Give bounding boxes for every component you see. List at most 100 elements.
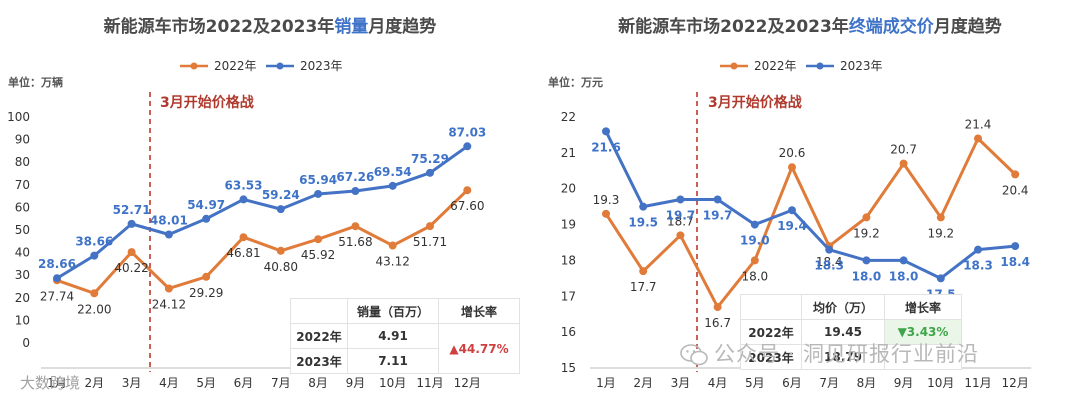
data-point xyxy=(1011,242,1020,251)
sales-line-chart: 单位：万辆 0 10 20 30 40 50 60 70 80 90 100 1月 2月 3月 4月 5月 6月 7… xyxy=(7,59,486,390)
price-chart-panel: 新能源车市场2022及2023年终端成交价月度趋势 单位：万元 15 16 17 18 1… xyxy=(540,0,1080,406)
data-label: 18.3 xyxy=(814,259,844,273)
legend-label: 2022年 xyxy=(754,59,797,73)
x-tick-label: 11月 xyxy=(416,376,443,390)
y-tick-label: 10 xyxy=(15,313,30,327)
data-point xyxy=(788,206,796,215)
data-label: 19.3 xyxy=(593,193,620,207)
legend-swatch-marker xyxy=(816,62,824,70)
corner-watermark: 大数跨境 xyxy=(20,374,81,392)
x-tick-label: 3月 xyxy=(671,376,691,390)
data-point xyxy=(1011,170,1020,179)
wechat-icon xyxy=(680,344,708,366)
data-point xyxy=(750,256,759,265)
data-label: 51.71 xyxy=(413,235,447,249)
data-point xyxy=(862,256,871,265)
watermark: 公众号 · 洞见研报行业前沿 xyxy=(680,338,979,368)
data-label: 45.92 xyxy=(301,248,335,262)
data-point xyxy=(351,186,360,195)
y-tick-label: 60 xyxy=(15,200,30,214)
data-point xyxy=(899,256,908,265)
data-label: 40.22 xyxy=(114,261,148,275)
data-point xyxy=(899,159,908,168)
x-tick-label: 2月 xyxy=(633,376,653,390)
x-tick-label: 6月 xyxy=(782,376,802,390)
data-label: 46.81 xyxy=(226,246,260,260)
data-point xyxy=(351,222,360,231)
data-point xyxy=(90,251,99,260)
chart-title: 新能源车市场2022及2023年销量月度趋势 xyxy=(0,12,540,37)
data-label: 67.60 xyxy=(450,199,484,213)
legend-label: 2023年 xyxy=(840,59,883,73)
data-label: 19.7 xyxy=(666,208,696,222)
table-cell-value: 4.91 xyxy=(347,323,439,349)
y-tick-label: 17 xyxy=(561,289,576,303)
data-label: 20.4 xyxy=(1002,183,1029,197)
legend-label: 2022年 xyxy=(214,59,257,73)
y-tick-label: 19 xyxy=(561,218,576,232)
x-tick-label: 9月 xyxy=(894,376,914,390)
watermark-text: 公众号 · 洞见研报行业前沿 xyxy=(714,342,980,366)
data-label: 19.2 xyxy=(927,226,954,240)
y-tick-label: 40 xyxy=(15,246,30,260)
data-point xyxy=(862,213,871,222)
table-header-growth: 增长率 xyxy=(884,294,962,320)
title-suffix: 月度趋势 xyxy=(933,17,1002,37)
y-tick-label: 80 xyxy=(15,155,30,169)
data-point xyxy=(164,230,173,239)
x-tick-label: 11月 xyxy=(964,376,991,390)
data-label: 18.0 xyxy=(889,269,919,283)
data-label: 18.7 xyxy=(667,214,694,228)
title-prefix: 新能源车市场2022及2023年 xyxy=(103,17,335,37)
data-label: 48.01 xyxy=(150,213,188,227)
x-tick-label: 1月 xyxy=(47,376,67,390)
data-label: 29.29 xyxy=(189,286,223,300)
chart-title: 新能源车市场2022及2023年终端成交价月度趋势 xyxy=(540,12,1080,37)
data-point xyxy=(463,142,472,151)
sales-chart-panel: 新能源车市场2022及2023年销量月度趋势 单位：万辆 0 10 20 30 40 50 6… xyxy=(0,12,540,390)
y-tick-label: 50 xyxy=(15,223,30,237)
data-point xyxy=(713,303,722,312)
data-label: 38.66 xyxy=(75,235,113,249)
table-header-blank xyxy=(290,298,348,324)
y-tick-label: 0 xyxy=(22,336,30,350)
data-point xyxy=(936,213,945,222)
y-tick-label: 18 xyxy=(561,253,576,267)
data-label: 19.5 xyxy=(628,216,658,230)
data-label: 52.71 xyxy=(113,203,151,217)
table-header-growth: 增长率 xyxy=(438,298,520,324)
data-point xyxy=(239,233,248,242)
data-label: 19.0 xyxy=(740,234,770,248)
data-label: 20.6 xyxy=(779,146,806,160)
table-row-label: 2022年 xyxy=(290,323,348,349)
data-label: 19.4 xyxy=(777,219,807,233)
data-label: 24.12 xyxy=(152,297,186,311)
table-header-sales: 销量（百万） xyxy=(347,298,439,324)
data-label: 27.74 xyxy=(40,289,74,303)
y-tick-label: 20 xyxy=(561,182,576,196)
y-tick-label: 70 xyxy=(15,178,30,192)
y-tick-label: 15 xyxy=(561,361,576,375)
y-tick-label: 16 xyxy=(561,325,576,339)
table-header-blank xyxy=(740,294,802,320)
y-tick-label: 30 xyxy=(15,268,30,282)
data-point xyxy=(602,127,610,136)
data-label: 21.6 xyxy=(591,140,621,154)
data-label: 21.4 xyxy=(965,118,992,132)
data-point xyxy=(936,274,945,283)
table-cell-empty xyxy=(884,344,962,370)
x-tick-label: 1月 xyxy=(596,376,616,390)
data-point xyxy=(713,195,722,204)
x-tick-label: 8月 xyxy=(308,376,328,390)
x-tick-label: 3月 xyxy=(122,376,142,390)
y-tick-label: 90 xyxy=(15,133,30,147)
title-highlight: 销量 xyxy=(334,17,369,37)
data-label: 54.97 xyxy=(187,198,225,212)
legend-swatch-marker xyxy=(730,62,738,70)
data-label: 19.2 xyxy=(853,226,880,240)
data-label: 18.0 xyxy=(852,269,882,283)
table-cell-value: 7.11 xyxy=(347,348,439,374)
unit-label: 单位：万辆 xyxy=(8,75,63,89)
data-point xyxy=(164,284,173,293)
title-suffix: 月度趋势 xyxy=(368,17,437,37)
